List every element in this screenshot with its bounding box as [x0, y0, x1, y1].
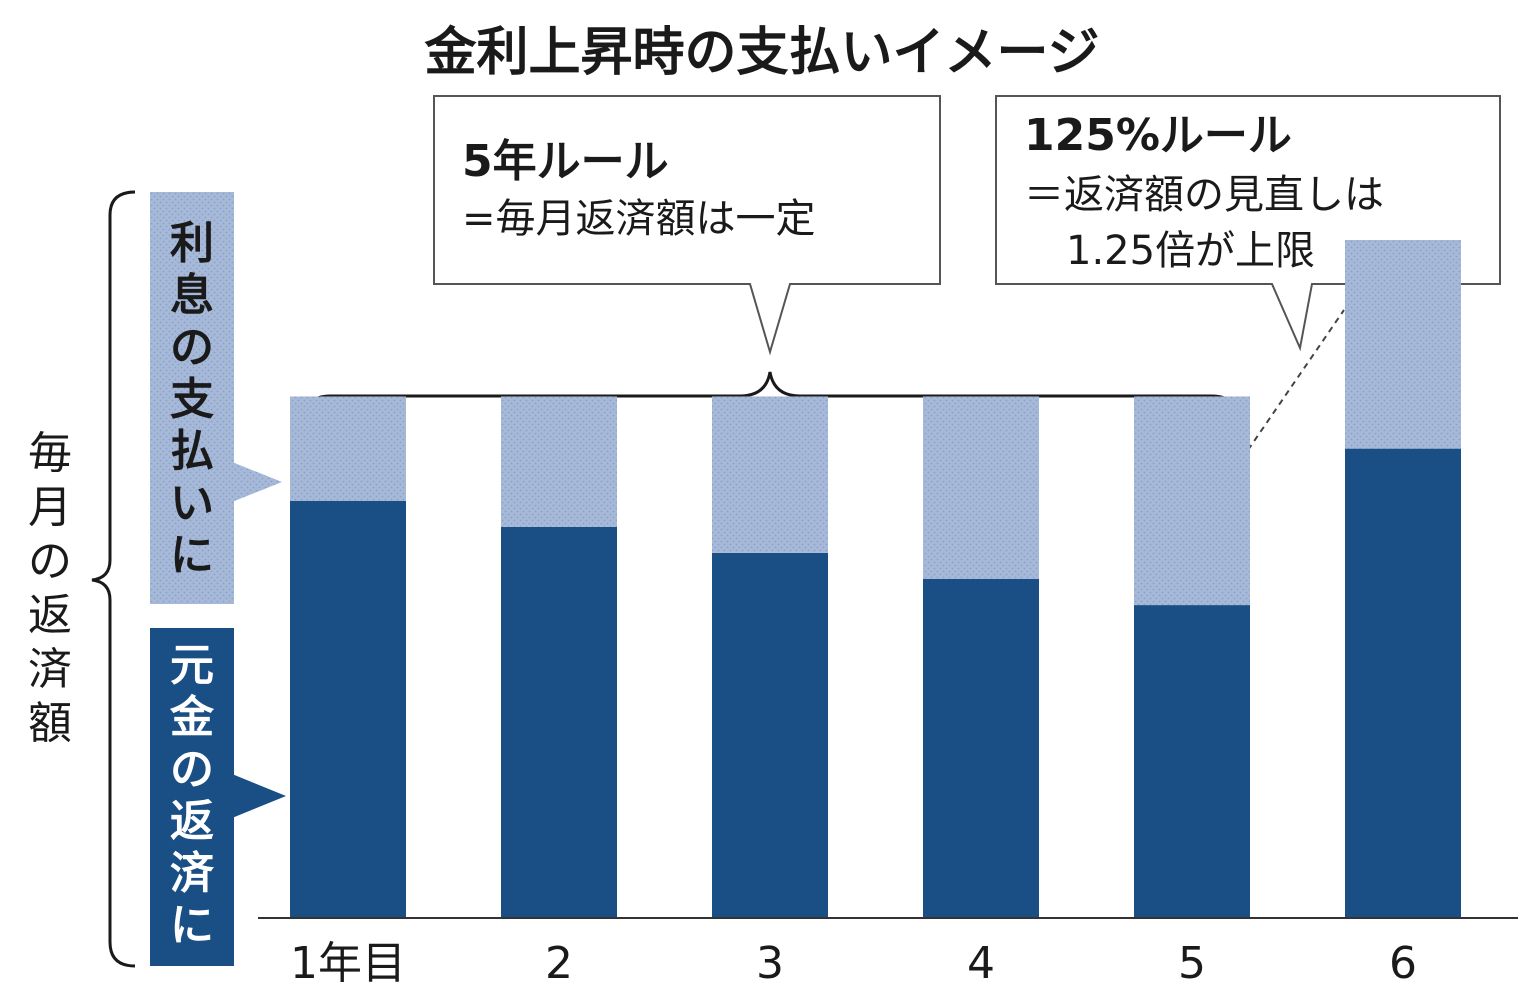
callout-five-year: 5年ルール =毎月返済額は一定: [433, 95, 941, 356]
x-tick-label-2: 2: [545, 938, 573, 989]
x-tick-label-5: 5: [1178, 938, 1206, 989]
bar-principal-1: [290, 500, 406, 918]
callout-five-year-heading: 5年ルール: [462, 136, 669, 187]
callout-125-body-line1: ＝返済額の見直しは: [1024, 172, 1384, 218]
x-tick-label-1: 1年目: [290, 938, 406, 989]
x-tick-label-6: 6: [1389, 938, 1417, 989]
callout-125-percent: 125%ルール ＝返済額の見直しは 1.25倍が上限: [995, 95, 1501, 352]
bars-group: [290, 240, 1461, 918]
x-tick-label-4: 4: [967, 938, 995, 989]
callout-125-heading: 125%ルール: [1024, 110, 1292, 161]
legend-interest-pointer: [232, 462, 282, 502]
bar-interest-1: [290, 396, 406, 501]
bar-principal-4: [923, 579, 1039, 918]
bar-principal-6: [1345, 448, 1461, 918]
x-axis-ticks: 1年目 2 3 4 5 6: [290, 938, 1417, 989]
x-tick-label-3: 3: [756, 938, 784, 989]
chart-title: 金利上昇時の支払いイメージ: [424, 23, 1100, 83]
bar-interest-2: [501, 396, 617, 527]
y-axis-label-text: 毎月の返済額: [28, 428, 72, 749]
bar-principal-2: [501, 526, 617, 918]
legend-principal-pointer: [232, 774, 286, 818]
legend-interest-label: 利息の支払いに: [170, 218, 214, 581]
bar-interest-6: [1345, 240, 1461, 449]
bar-principal-5: [1134, 605, 1250, 918]
legend-interest-swatch: [150, 192, 234, 604]
bar-principal-3: [712, 552, 828, 918]
legend-interest-text: 利息の支払いに: [170, 218, 214, 581]
bar-interest-5: [1134, 396, 1250, 606]
legend-principal-label: 元金の返済に: [169, 640, 215, 951]
legend-principal-swatch: [150, 628, 234, 966]
callout-five-year-body: =毎月返済額は一定: [462, 196, 816, 242]
bar-interest-3: [712, 396, 828, 553]
callout-five-year-box: [433, 95, 941, 356]
y-axis-brace: [91, 190, 136, 968]
legend-principal-text: 元金の返済に: [169, 640, 215, 951]
bar-interest-4: [923, 396, 1039, 579]
callout-125-body-line2: 1.25倍が上限: [1066, 228, 1315, 274]
y-axis-label: 毎月の返済額: [28, 428, 72, 749]
callout-125-box: [995, 95, 1501, 352]
